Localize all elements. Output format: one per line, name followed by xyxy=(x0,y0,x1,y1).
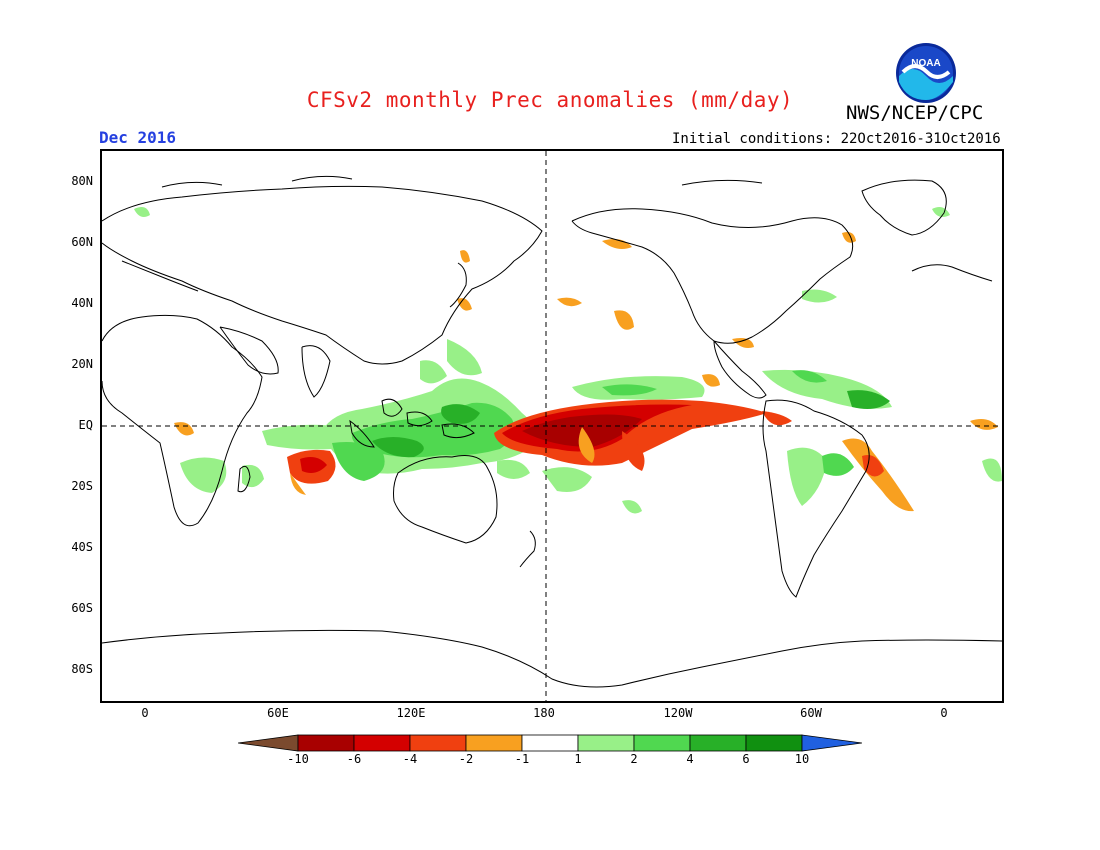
colorbar-tick-label: -6 xyxy=(346,752,362,766)
svg-text:NOAA: NOAA xyxy=(911,58,940,69)
forecast-period: Dec 2016 xyxy=(99,128,177,147)
lat-tick-label: 80N xyxy=(71,174,93,188)
lat-tick-label: 60N xyxy=(71,235,93,249)
lat-tick-label: 80S xyxy=(71,662,93,676)
negative-anomaly-areas xyxy=(174,232,998,512)
lon-tick-label: 0 xyxy=(141,706,149,720)
anomaly-map xyxy=(102,151,1002,701)
colorbar-box xyxy=(353,734,411,752)
lon-tick-label: 0 xyxy=(940,706,948,720)
colorbar-tick-label: -1 xyxy=(514,752,530,766)
lon-tick-label: 60E xyxy=(267,706,289,720)
colorbar-tick-label: 4 xyxy=(686,752,694,766)
colorbar-box xyxy=(689,734,747,752)
colorbar-box xyxy=(745,734,803,752)
lon-tick-label: 120W xyxy=(663,706,693,720)
colorbar-box xyxy=(465,734,523,752)
colorbar-box xyxy=(409,734,467,752)
coastlines xyxy=(102,175,1002,688)
lat-tick-label: 20S xyxy=(71,479,93,493)
initial-conditions: Initial conditions: 22Oct2016-31Oct2016 xyxy=(672,131,1001,147)
lon-tick-label: 60W xyxy=(800,706,822,720)
colorbar xyxy=(238,734,862,752)
colorbar-box xyxy=(633,734,691,752)
colorbar-tick-label: -10 xyxy=(287,752,309,766)
colorbar-box xyxy=(577,734,635,752)
colorbar-box xyxy=(297,734,355,752)
colorbar-tick-label: 10 xyxy=(794,752,810,766)
colorbar-tick-label: 1 xyxy=(574,752,582,766)
colorbar-max-triangle xyxy=(801,734,862,752)
colorbar-min-triangle xyxy=(238,734,299,752)
noaa-logo: NOAA xyxy=(896,43,956,103)
colorbar-tick-label: -2 xyxy=(458,752,474,766)
colorbar-tick-label: -4 xyxy=(402,752,418,766)
lat-tick-label: 40N xyxy=(71,296,93,310)
lon-tick-label: 120E xyxy=(396,706,426,720)
agency-label: NWS/NCEP/CPC xyxy=(846,102,984,124)
colorbar-tick-label: 6 xyxy=(742,752,750,766)
lat-tick-label: 60S xyxy=(71,601,93,615)
map-panel xyxy=(100,149,1004,703)
lon-tick-label: 180 xyxy=(533,706,555,720)
map-title: CFSv2 monthly Prec anomalies (mm/day) xyxy=(306,88,794,112)
lat-tick-label: 40S xyxy=(71,540,93,554)
lat-tick-label: EQ xyxy=(78,418,93,432)
lat-tick-label: 20N xyxy=(71,357,93,371)
colorbar-box xyxy=(521,734,579,752)
colorbar-tick-label: 2 xyxy=(630,752,638,766)
